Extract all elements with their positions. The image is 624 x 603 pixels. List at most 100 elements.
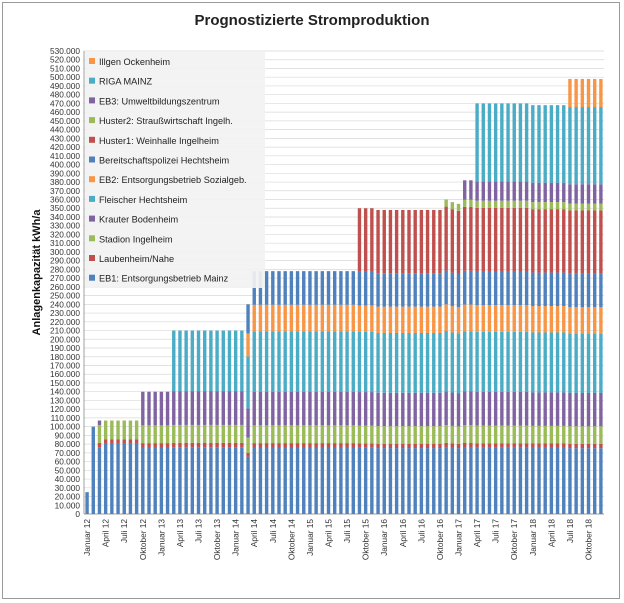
legend-swatch: [89, 274, 95, 281]
bar-segment: [401, 443, 405, 449]
bar-segment: [450, 209, 455, 273]
bar-segment: [444, 447, 448, 514]
bar-segment: [599, 333, 603, 393]
bar-segment: [419, 273, 424, 307]
y-tick-label: 180.000: [50, 352, 80, 362]
y-tick-label: 420.000: [50, 142, 80, 152]
x-tick-label: Januar 18: [528, 519, 538, 556]
legend-entry: Fleischer Hechtsheim: [99, 195, 188, 205]
bar-segment: [320, 391, 325, 426]
bar-segment: [388, 392, 393, 427]
bar-segment: [463, 199, 467, 207]
y-tick-label: 500.000: [50, 72, 80, 82]
bar-segment: [233, 330, 238, 392]
bar-segment: [432, 333, 436, 393]
bar-segment: [165, 391, 170, 426]
bar-segment: [506, 447, 510, 514]
bar-segment: [351, 447, 355, 514]
bar-segment: [518, 103, 523, 182]
x-tick-label: Oktober 15: [361, 519, 371, 560]
bar-segment: [463, 425, 467, 443]
bar-segment: [370, 208, 374, 272]
bar-segment: [227, 442, 232, 448]
bar-segment: [593, 392, 597, 427]
bar-segment: [444, 330, 448, 392]
bar-segment: [500, 181, 504, 201]
bar-segment: [562, 306, 566, 333]
bar-segment: [593, 210, 597, 274]
bar-segment: [289, 271, 294, 305]
bar-segment: [128, 443, 133, 514]
x-tick-label: Juli 15: [342, 519, 352, 543]
bar-segment: [184, 391, 188, 425]
bar-segment: [264, 304, 269, 332]
bar-segment: [370, 305, 374, 332]
legend: Illgen Ockenheim RIGA MAINZ EB3: Umweltbil…: [85, 52, 265, 288]
bar-segment: [295, 447, 300, 514]
bar-segment: [543, 272, 547, 307]
bar-segment: [593, 184, 597, 204]
y-tick-label: 90.000: [55, 430, 81, 440]
bar-segment: [320, 271, 325, 305]
bar-segment: [283, 271, 287, 305]
bar-segment: [203, 447, 207, 514]
bar-segment: [562, 425, 566, 444]
y-tick-label: 390.000: [50, 168, 80, 178]
bar-segment: [141, 391, 145, 426]
bar-segment: [599, 443, 603, 449]
y-tick-label: 100.000: [50, 422, 80, 432]
bar-segment: [493, 331, 498, 392]
bar-segment: [295, 391, 300, 426]
bar-segment: [444, 442, 448, 448]
bar-segment: [178, 391, 182, 425]
bar-segment: [456, 393, 461, 427]
bar-segment: [500, 425, 504, 444]
bar-segment: [444, 206, 448, 271]
legend-entry: Stadion Ingelheim: [99, 234, 173, 244]
y-tick-label: 20.000: [55, 492, 81, 502]
y-tick-label: 280.000: [50, 264, 80, 274]
bar-segment: [456, 448, 461, 514]
bar-segment: [271, 271, 275, 305]
bar-segment: [586, 184, 591, 204]
bar-segment: [339, 425, 343, 444]
bar-segment: [562, 447, 566, 514]
bar-segment: [537, 182, 541, 203]
legend-swatch: [89, 117, 95, 124]
bar-segment: [493, 103, 498, 182]
bar-segment: [562, 202, 566, 210]
bar-segment: [580, 203, 585, 211]
bar-segment: [463, 180, 467, 200]
bar-segment: [444, 304, 448, 331]
y-axis-label: Anlagenkapazität kWh/a: [31, 209, 43, 336]
bar-segment: [326, 271, 331, 305]
bar-segment: [302, 443, 306, 448]
bar-segment: [382, 209, 386, 274]
bar-segment: [277, 304, 281, 332]
x-tick-label: Juli 18: [565, 519, 575, 543]
bar-segment: [562, 272, 566, 307]
bar-segment: [599, 392, 603, 427]
bar-segment: [240, 447, 244, 514]
bar-segment: [475, 447, 479, 514]
bar-segment: [438, 448, 442, 514]
bar-segment: [382, 448, 386, 514]
bar-segment: [190, 442, 195, 448]
bar-segment: [425, 306, 430, 333]
bar-series: [85, 78, 603, 514]
bar-segment: [481, 447, 485, 514]
bar-segment: [351, 331, 355, 392]
bar-segment: [518, 443, 523, 448]
x-tick-label: April 18: [546, 519, 556, 548]
bar-segment: [537, 306, 541, 333]
bar-segment: [450, 332, 455, 393]
bar-segment: [252, 425, 256, 444]
bar-segment: [209, 447, 213, 514]
bar-segment: [326, 304, 331, 332]
y-tick-label: 220.000: [50, 317, 80, 327]
bar-segment: [159, 443, 164, 448]
bar-segment: [165, 443, 170, 448]
bar-segment: [141, 447, 145, 514]
bar-segment: [320, 331, 325, 392]
bar-segment: [549, 392, 554, 426]
